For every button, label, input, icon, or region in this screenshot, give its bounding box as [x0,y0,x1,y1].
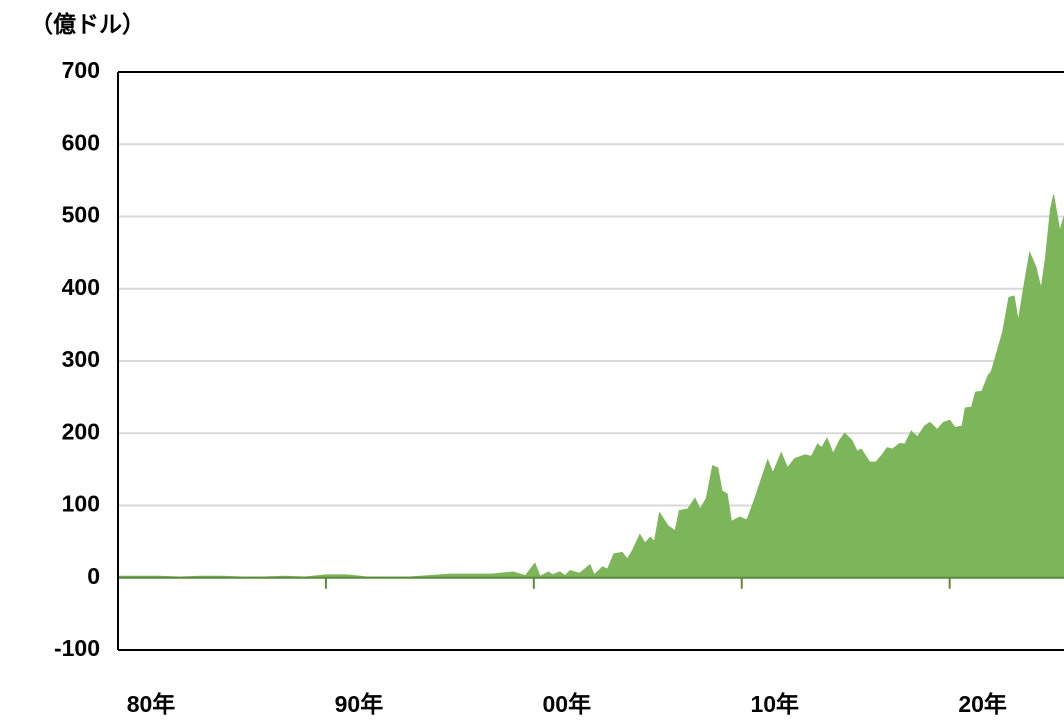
y-tick-label: 600 [62,129,100,155]
y-tick-label: 700 [62,57,100,83]
y-tick-label: 100 [62,491,100,517]
y-tick-label: 0 [87,563,100,589]
x-tick-label: 10年 [750,691,799,717]
y-tick-label: 400 [62,274,100,300]
y-tick-label: 300 [62,346,100,372]
x-tick-label: 20年 [958,691,1007,717]
x-tick-label: 80年 [127,691,176,717]
unit-label: （億ドル） [30,11,145,37]
y-tick-label: 200 [62,418,100,444]
y-tick-label: 500 [62,202,100,228]
y-tick-label: -100 [54,635,100,661]
x-tick-label: 00年 [543,691,592,717]
x-tick-label: 90年 [335,691,384,717]
area [117,194,1064,579]
